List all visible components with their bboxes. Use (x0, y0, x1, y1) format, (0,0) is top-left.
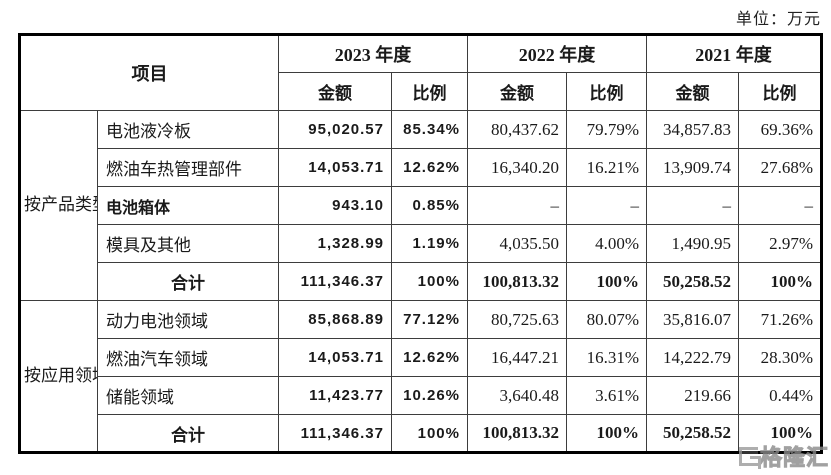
cell-ratio-2023: 77.12% (391, 300, 468, 339)
row-label: 燃油车热管理部件 (97, 148, 279, 187)
cell-ratio-2023: 100% (391, 262, 468, 301)
column-header-ratio-2023: 比例 (391, 72, 468, 111)
cell-amount-2022: 16,340.20 (467, 148, 567, 187)
cell-amount-2023: 1,328.99 (278, 224, 392, 263)
cell-amount-2022: 80,725.63 (467, 300, 567, 339)
cell-ratio-2022: 16.31% (566, 338, 647, 377)
cell-ratio-2021: 0.44% (738, 376, 822, 415)
cell-amount-2021: 50,258.52 (646, 262, 739, 301)
row-label: 电池液冷板 (97, 110, 279, 149)
row-label: 电池箱体 (97, 186, 279, 225)
cell-ratio-2022: – (566, 186, 647, 225)
table-row-total: 合计 111,346.37 100% 100,813.32 100% 50,25… (20, 414, 822, 453)
cell-amount-2023: 14,053.71 (278, 338, 392, 377)
gelonghui-logo-icon (738, 446, 761, 469)
watermark-text: 格隆汇 (759, 445, 829, 471)
column-header-ratio-2021: 比例 (738, 72, 822, 111)
cell-amount-2023: 95,020.57 (278, 110, 392, 149)
row-label: 动力电池领域 (97, 300, 279, 339)
cell-amount-2023: 943.10 (278, 186, 392, 225)
cell-amount-2023: 111,346.37 (278, 414, 392, 453)
cell-amount-2021: – (646, 186, 739, 225)
table-row: 电池箱体 943.10 0.85% – – – – (20, 186, 822, 225)
cell-ratio-2022: 79.79% (566, 110, 647, 149)
cell-ratio-2021: 27.68% (738, 148, 822, 187)
cell-ratio-2023: 85.34% (391, 110, 468, 149)
cell-ratio-2023: 12.62% (391, 148, 468, 187)
cell-ratio-2023: 12.62% (391, 338, 468, 377)
total-label: 合计 (97, 414, 279, 453)
column-header-amount-2023: 金额 (278, 72, 392, 111)
column-header-2022: 2022 年度 (467, 34, 647, 73)
cell-amount-2022: 4,035.50 (467, 224, 567, 263)
cell-amount-2021: 35,816.07 (646, 300, 739, 339)
table-row: 模具及其他 1,328.99 1.19% 4,035.50 4.00% 1,49… (20, 224, 822, 263)
cell-ratio-2023: 100% (391, 414, 468, 453)
table-row: 燃油车热管理部件 14,053.71 12.62% 16,340.20 16.2… (20, 148, 822, 187)
cell-ratio-2021: – (738, 186, 822, 225)
column-header-item: 项目 (19, 34, 279, 111)
group-label-application-field: 按应用领域分类 (19, 300, 98, 453)
table-row: 按应用领域分类 动力电池领域 85,868.89 77.12% 80,725.6… (19, 300, 822, 453)
column-header-2021: 2021 年度 (646, 34, 822, 73)
group-label-product-type: 按产品类型分类 (19, 110, 98, 301)
row-label: 模具及其他 (97, 224, 279, 263)
cell-amount-2023: 111,346.37 (278, 262, 392, 301)
column-header-2023: 2023 年度 (278, 34, 468, 73)
cell-ratio-2022: 4.00% (566, 224, 647, 263)
cell-amount-2023: 14,053.71 (278, 148, 392, 187)
cell-ratio-2022: 16.21% (566, 148, 647, 187)
cell-amount-2022: 80,437.62 (467, 110, 567, 149)
row-label: 燃油汽车领域 (97, 338, 279, 377)
cell-amount-2021: 13,909.74 (646, 148, 739, 187)
cell-ratio-2023: 0.85% (391, 186, 468, 225)
revenue-breakdown-table: 项目 2023 年度 2022 年度 2021 年度 金额 比例 金额 比例 金… (18, 33, 823, 454)
cell-amount-2021: 14,222.79 (646, 338, 739, 377)
cell-ratio-2022: 80.07% (566, 300, 647, 339)
row-label: 储能领域 (97, 376, 279, 415)
cell-amount-2023: 85,868.89 (278, 300, 392, 339)
unit-label: 单位：万元 (735, 11, 821, 28)
cell-ratio-2021: 100% (738, 262, 822, 301)
table-header-row-years: 项目 2023 年度 2022 年度 2021 年度 (19, 34, 822, 111)
table-row: 按产品类型分类 电池液冷板 95,020.57 85.34% 80,437.62… (19, 110, 822, 301)
column-header-ratio-2022: 比例 (566, 72, 647, 111)
cell-ratio-2021: 28.30% (738, 338, 822, 377)
cell-ratio-2021: 71.26% (738, 300, 822, 339)
cell-amount-2022: 16,447.21 (467, 338, 567, 377)
cell-amount-2021: 34,857.83 (646, 110, 739, 149)
table-row: 储能领域 11,423.77 10.26% 3,640.48 3.61% 219… (20, 376, 822, 415)
cell-amount-2022: – (467, 186, 567, 225)
cell-amount-2023: 11,423.77 (278, 376, 392, 415)
cell-ratio-2022: 100% (566, 262, 647, 301)
table-row-total: 合计 111,346.37 100% 100,813.32 100% 50,25… (20, 262, 822, 301)
total-label: 合计 (97, 262, 279, 301)
cell-ratio-2023: 10.26% (391, 376, 468, 415)
gelonghui-watermark: 格隆汇 (738, 440, 829, 472)
table-header-row-measures: 金额 比例 金额 比例 金额 比例 (20, 72, 822, 111)
column-header-amount-2021: 金额 (646, 72, 739, 111)
cell-amount-2022: 100,813.32 (467, 414, 567, 453)
cell-amount-2022: 100,813.32 (467, 262, 567, 301)
cell-ratio-2022: 3.61% (566, 376, 647, 415)
cell-amount-2021: 50,258.52 (646, 414, 739, 453)
cell-ratio-2022: 100% (566, 414, 647, 453)
cell-amount-2021: 1,490.95 (646, 224, 739, 263)
column-header-amount-2022: 金额 (467, 72, 567, 111)
cell-amount-2022: 3,640.48 (467, 376, 567, 415)
cell-ratio-2021: 69.36% (738, 110, 822, 149)
cell-ratio-2023: 1.19% (391, 224, 468, 263)
table-row: 燃油汽车领域 14,053.71 12.62% 16,447.21 16.31%… (20, 338, 822, 377)
cell-amount-2021: 219.66 (646, 376, 739, 415)
cell-ratio-2021: 2.97% (738, 224, 822, 263)
